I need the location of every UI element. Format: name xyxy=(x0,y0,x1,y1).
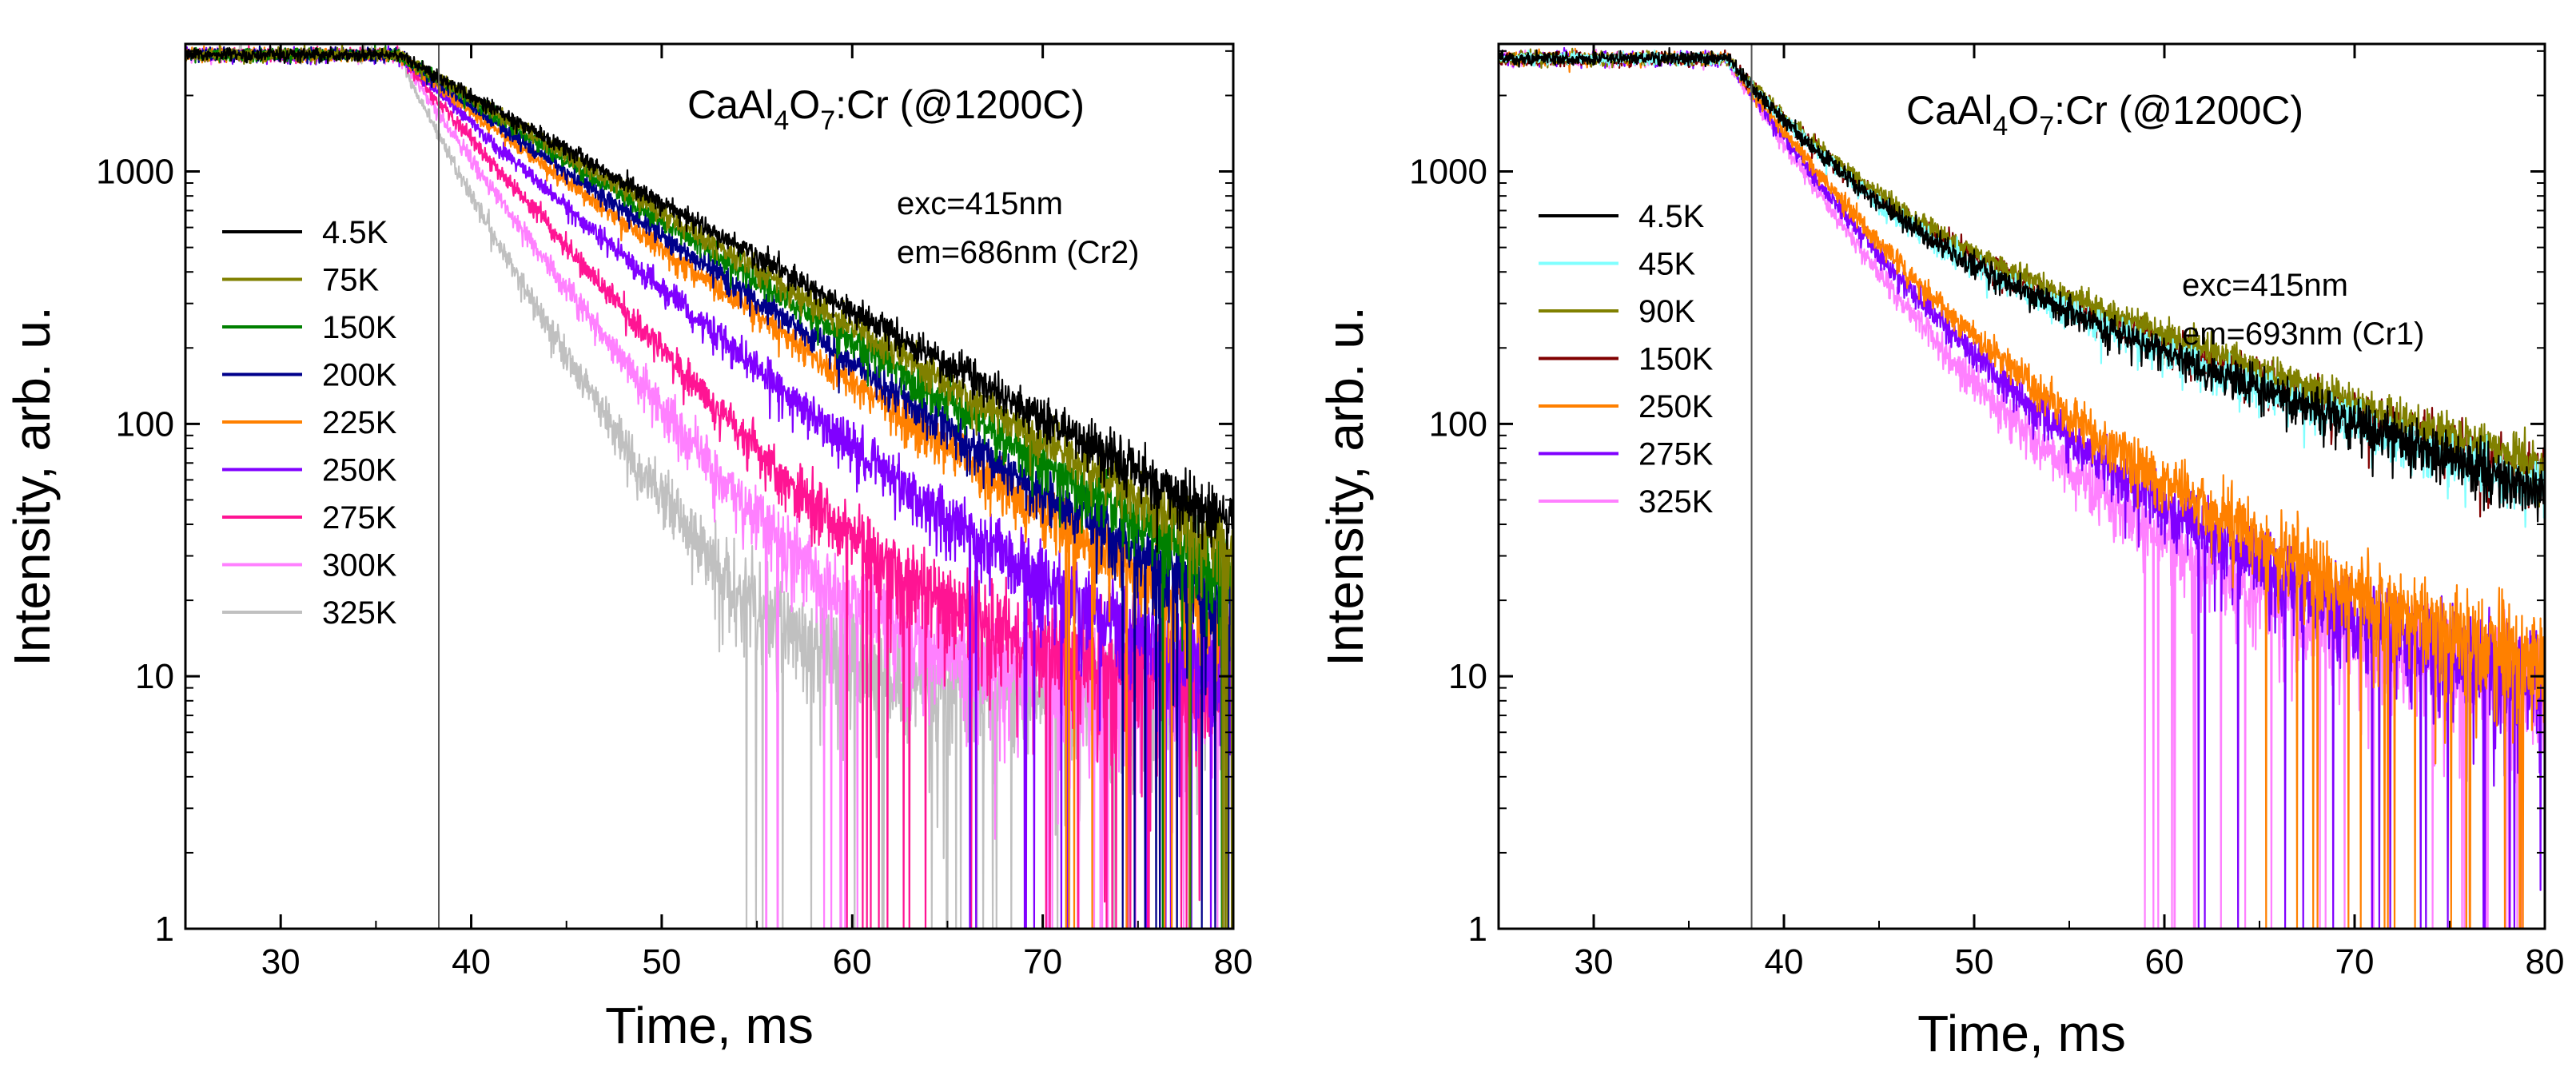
y-tick-label: 1000 xyxy=(1409,153,1487,192)
x-tick-label: 80 xyxy=(2526,942,2565,981)
legend-label: 150K xyxy=(322,310,397,345)
x-tick-label: 50 xyxy=(642,942,681,981)
legend-label: 250K xyxy=(1638,389,1714,424)
x-tick-label: 70 xyxy=(1023,942,1062,981)
legend-label: 45K xyxy=(1638,247,1695,282)
x-tick-label: 70 xyxy=(2335,942,2375,981)
legend-label: 90K xyxy=(1638,294,1695,329)
x-tick-label: 30 xyxy=(261,942,301,981)
legend-label: 75K xyxy=(322,263,379,298)
y-tick-label: 1 xyxy=(1468,910,1487,949)
legend-label: 4.5K xyxy=(1638,199,1705,234)
legend-label: 300K xyxy=(322,548,397,583)
legend-label: 250K xyxy=(322,453,397,488)
legend-label: 4.5K xyxy=(322,215,388,250)
x-tick-label: 80 xyxy=(1214,942,1253,981)
y-tick-label: 1 xyxy=(155,910,174,949)
series-line-4.5k xyxy=(1499,46,2545,523)
y-tick-label: 100 xyxy=(116,404,174,444)
x-tick-label: 60 xyxy=(2145,942,2184,981)
x-tick-label: 30 xyxy=(1575,942,1614,981)
plot-frame xyxy=(1497,42,2546,930)
right-panel: 30 40 50 60 70 80 1 10 100 1000 Time, ms Intensity,… xyxy=(1316,42,2565,1062)
plot-frame xyxy=(184,42,1235,930)
legend-label: 275K xyxy=(1638,437,1714,472)
annotation-text: em=686nm (Cr2) xyxy=(897,235,1139,270)
chart-title: CaAl4O7:Cr (@1200C) xyxy=(687,82,1085,136)
y-axis-title: Intensity, arb. u. xyxy=(3,306,61,667)
plot-area xyxy=(1499,46,2545,929)
x-tick-label: 40 xyxy=(1765,942,1804,981)
y-tick-label: 10 xyxy=(135,657,174,696)
y-tick-label: 100 xyxy=(1429,404,1487,444)
legend-label: 200K xyxy=(322,358,397,393)
series-line-4.5k xyxy=(185,45,1233,553)
y-axis-title: Intensity, arb. u. xyxy=(1316,306,1374,667)
left-panel: 30 40 50 60 70 80 1 10 100 1000 Time, ms Intensity,… xyxy=(3,42,1253,1054)
x-axis-title: Time, ms xyxy=(605,997,814,1054)
y-tick-label: 10 xyxy=(1448,657,1487,696)
chart-title: CaAl4O7:Cr (@1200C) xyxy=(1906,88,2303,141)
legend-label: 325K xyxy=(1638,484,1714,520)
legend-label: 150K xyxy=(1638,342,1714,377)
y-tick-label: 1000 xyxy=(96,153,174,192)
x-tick-label: 60 xyxy=(833,942,872,981)
x-tick-label: 50 xyxy=(1955,942,1994,981)
annotation-text: exc=415nm xyxy=(2182,268,2348,303)
legend-label: 225K xyxy=(322,405,397,440)
legend-label: 275K xyxy=(322,500,397,536)
x-tick-label: 40 xyxy=(452,942,491,981)
plot-area xyxy=(185,44,1233,929)
annotation-text: exc=415nm xyxy=(897,186,1063,221)
annotation-text: em=693nm (Cr1) xyxy=(2182,317,2424,352)
x-axis-title: Time, ms xyxy=(1917,1005,2126,1062)
legend-label: 325K xyxy=(322,595,397,631)
